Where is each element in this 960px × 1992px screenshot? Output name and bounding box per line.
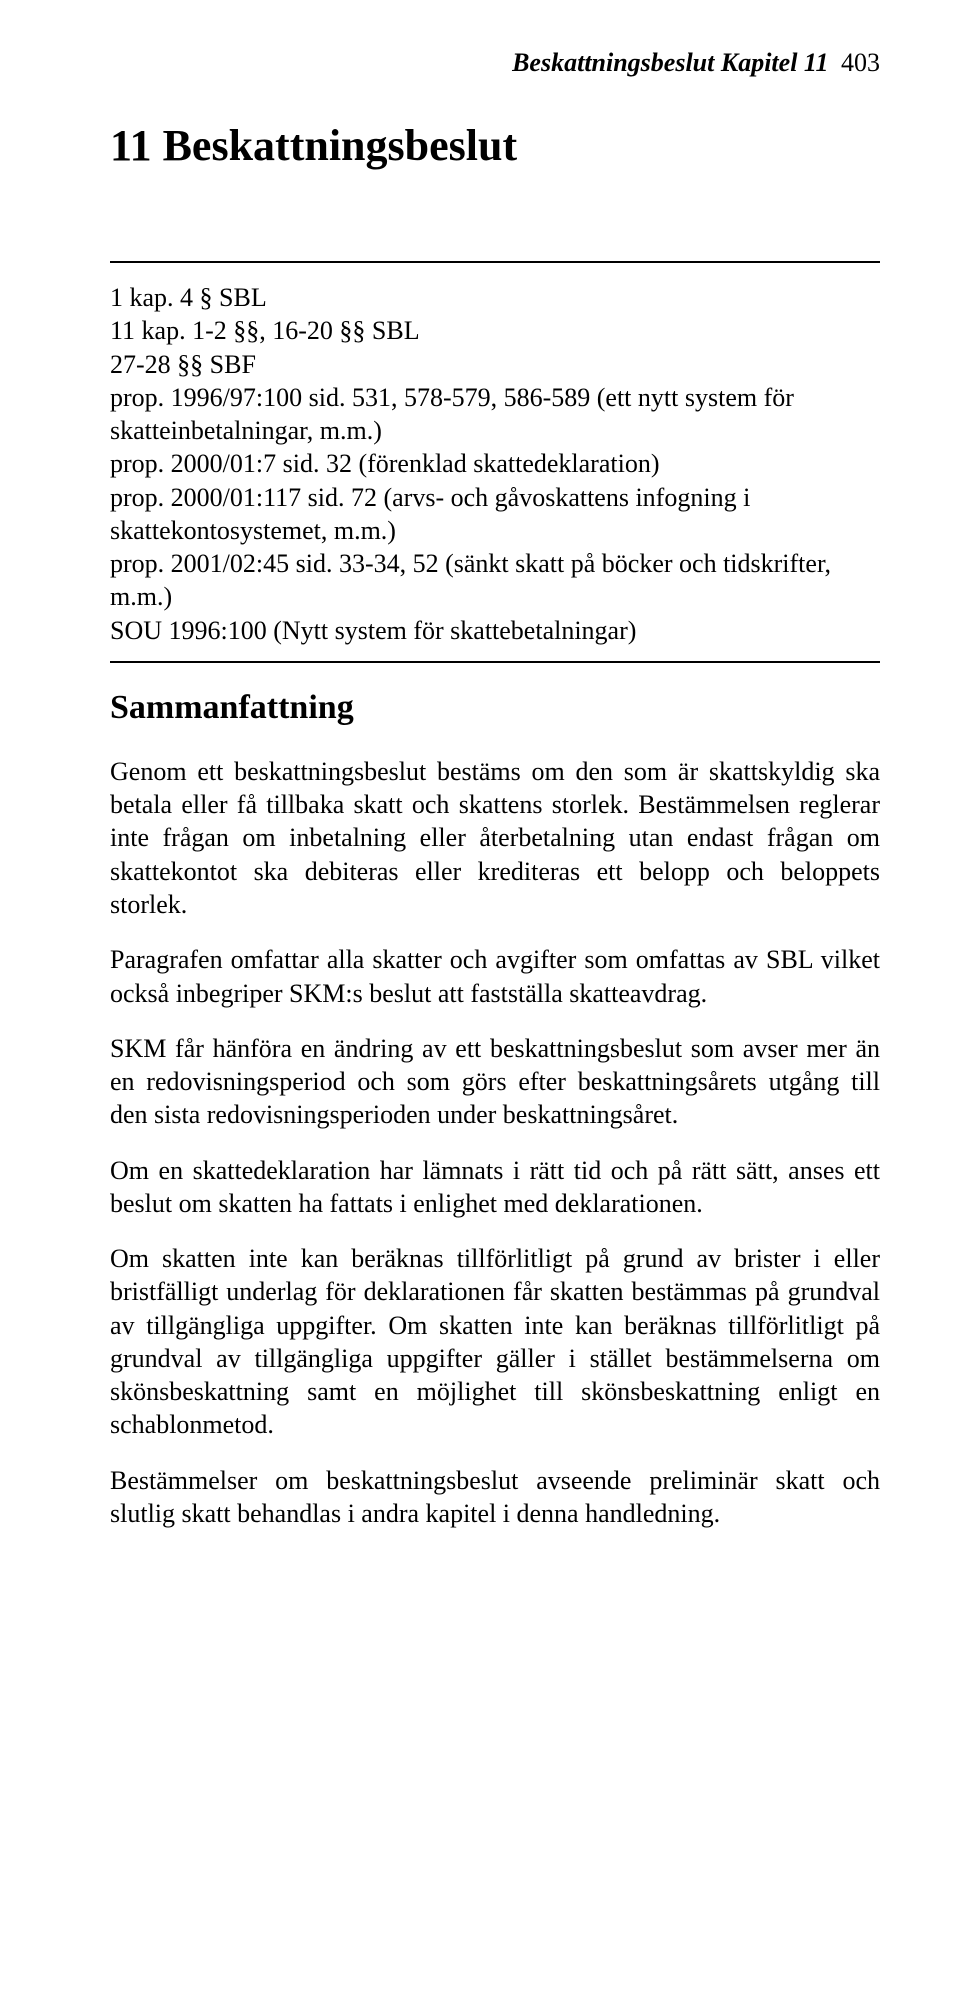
summary-paragraph: Om en skattedeklaration har lämnats i rä… xyxy=(110,1154,880,1221)
running-title: Beskattningsbeslut Kapitel 11 xyxy=(512,48,828,77)
reference-line: prop. 1996/97:100 sid. 531, 578-579, 586… xyxy=(110,381,880,448)
summary-paragraph: Paragrafen omfattar alla skatter och avg… xyxy=(110,943,880,1010)
summary-paragraph: Bestämmelser om beskattningsbeslut avsee… xyxy=(110,1464,880,1531)
reference-line: 27-28 §§ SBF xyxy=(110,348,880,381)
page-number: 403 xyxy=(841,48,880,77)
reference-line: 11 kap. 1-2 §§, 16-20 §§ SBL xyxy=(110,314,880,347)
reference-line: prop. 2000/01:117 sid. 72 (arvs- och gåv… xyxy=(110,481,880,548)
summary-paragraph: Om skatten inte kan beräknas tillförlitl… xyxy=(110,1242,880,1442)
reference-line: 1 kap. 4 § SBL xyxy=(110,281,880,314)
divider-top xyxy=(110,261,880,263)
summary-paragraph: Genom ett beskattningsbeslut bestäms om … xyxy=(110,755,880,921)
summary-paragraph: SKM får hänföra en ändring av ett beskat… xyxy=(110,1032,880,1132)
running-header: Beskattningsbeslut Kapitel 11 403 xyxy=(110,48,880,78)
reference-line: SOU 1996:100 (Nytt system för skattebeta… xyxy=(110,614,880,647)
summary-heading: Sammanfattning xyxy=(110,689,880,727)
references-block: 1 kap. 4 § SBL 11 kap. 1-2 §§, 16-20 §§ … xyxy=(110,281,880,647)
divider-bottom xyxy=(110,661,880,663)
reference-line: prop. 2000/01:7 sid. 32 (förenklad skatt… xyxy=(110,447,880,480)
chapter-title: 11 Beskattningsbeslut xyxy=(110,120,880,171)
reference-line: prop. 2001/02:45 sid. 33-34, 52 (sänkt s… xyxy=(110,547,880,614)
